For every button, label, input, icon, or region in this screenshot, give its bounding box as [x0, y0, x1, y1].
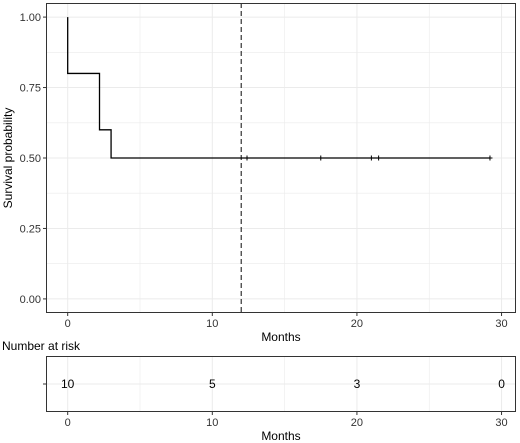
censor-marks — [244, 155, 493, 161]
x-tick-label: 10 — [206, 318, 218, 330]
y-tick-label: 0.25 — [20, 223, 41, 235]
risk-table-title: Number at risk — [2, 339, 81, 353]
x-axis: 0 10 20 30 — [65, 313, 508, 330]
risk-count: 3 — [354, 377, 361, 391]
x-tick-label: 0 — [65, 318, 71, 330]
risk-count: 5 — [209, 377, 216, 391]
risk-x-tick-label: 20 — [351, 417, 363, 429]
risk-table-border — [46, 356, 516, 412]
y-tick-label: 0.00 — [20, 294, 41, 306]
risk-x-tick-label: 0 — [65, 417, 71, 429]
risk-table-gridlines — [46, 356, 516, 412]
risk-x-tick-label: 30 — [495, 417, 507, 429]
plot-gridlines — [46, 3, 516, 313]
risk-table-x-axis: 0 10 20 30 — [43, 383, 508, 429]
risk-table-x-axis-title: Months — [261, 429, 300, 443]
censor-mark — [487, 155, 493, 161]
censor-mark — [376, 155, 382, 161]
risk-table-panel: 10 5 3 0 — [46, 356, 516, 412]
censor-mark — [368, 155, 374, 161]
x-tick-label: 30 — [495, 318, 507, 330]
risk-count: 0 — [498, 377, 505, 391]
y-tick-label: 0.50 — [20, 153, 41, 165]
x-tick-label: 20 — [351, 318, 363, 330]
x-axis-title: Months — [261, 330, 300, 344]
censor-mark — [318, 155, 324, 161]
risk-table-values: 10 5 3 0 — [61, 377, 505, 391]
y-axis: 0.00 0.25 0.50 0.75 1.00 — [20, 12, 46, 306]
censor-mark — [244, 155, 250, 161]
risk-count: 10 — [61, 377, 75, 391]
y-tick-label: 0.75 — [20, 83, 41, 95]
survival-plot-panel — [46, 3, 516, 313]
y-axis-title: Survival probability — [1, 108, 15, 209]
y-tick-label: 1.00 — [20, 12, 41, 24]
risk-x-tick-label: 10 — [206, 417, 218, 429]
survival-curve — [67, 17, 490, 159]
plot-border — [46, 3, 516, 313]
